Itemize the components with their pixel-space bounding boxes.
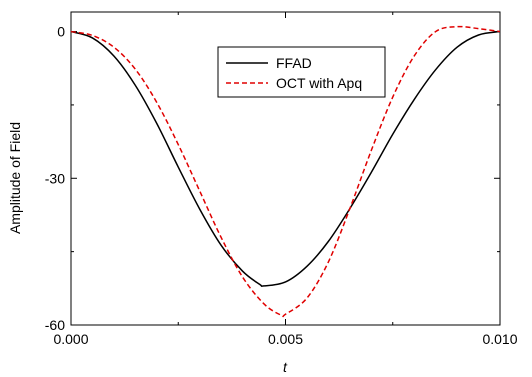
x-tick-label: 0.000 [53,331,88,347]
series-layer [70,25,501,318]
x-tick-label: 0.005 [268,331,303,347]
y-axis-label: Amplitude of Field [7,122,23,234]
legend-label-ffad: FFAD [276,55,312,71]
axis-tick-labels: 0.000 0.005 0.010 0 -30 -60 [45,24,518,347]
series-line-ffad [70,30,501,287]
legend: FFAD OCT with Apq [217,46,386,98]
x-axis-label: t [283,359,288,375]
series-line-oct-apq [70,25,501,318]
y-tick-label: 0 [57,24,65,40]
legend-label-oct: OCT with Apq [276,75,362,91]
x-tick-label: 0.010 [482,331,517,347]
legend-box [217,46,386,98]
y-tick-label: -30 [45,170,65,186]
y-tick-label: -60 [45,317,65,333]
axis-ticks [70,12,501,326]
